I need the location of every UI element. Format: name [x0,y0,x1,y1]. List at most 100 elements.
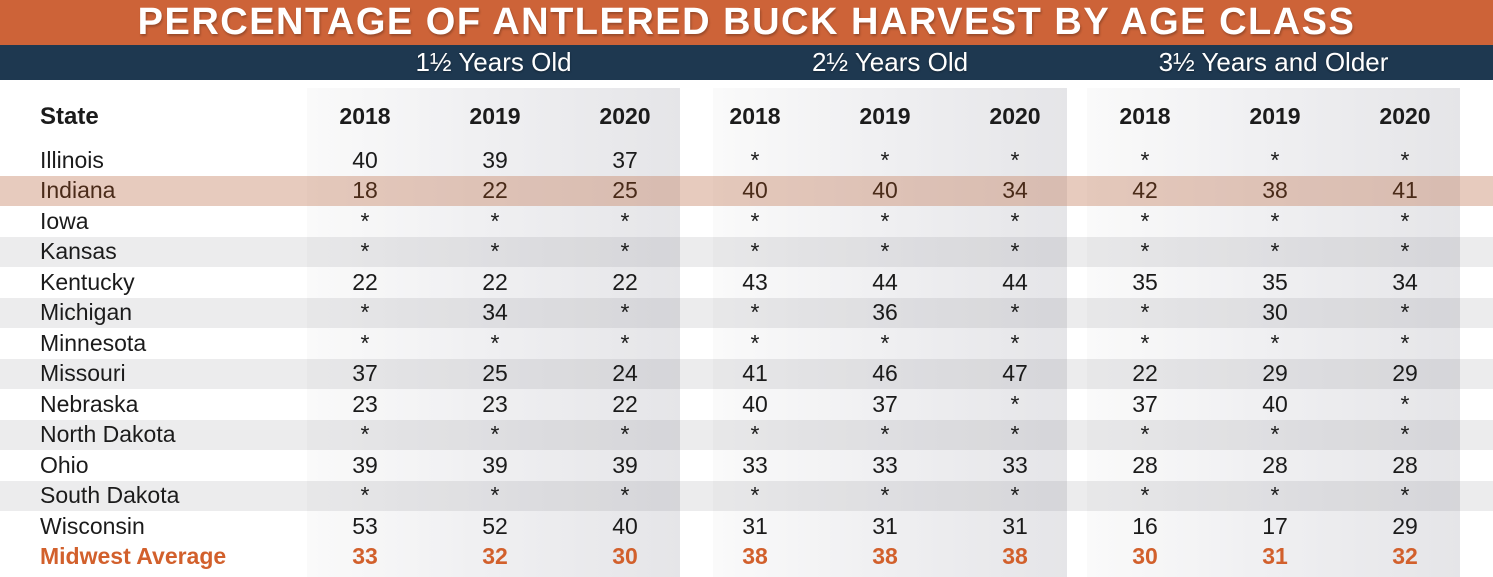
value-cell: 25 [482,360,508,387]
value-cell: * [880,238,890,265]
value-cell: 40 [352,146,378,173]
year-header-cell: 2020 [599,103,651,129]
age-group-label-2: 2½ Years Old [811,47,969,77]
value-cell: * [360,482,370,509]
page-title: PERCENTAGE OF ANTLERED BUCK HARVEST BY A… [137,1,1356,43]
value-cell: 16 [1132,512,1158,539]
value-cell: 37 [872,390,898,417]
value-cell: 38 [1262,177,1288,204]
state-cell: Michigan [40,299,133,326]
state-cell: Illinois [40,146,104,173]
value-cell: 46 [872,360,898,387]
value-cell: 39 [482,451,508,478]
table-row: Kentucky 22 22 22 43 44 44 35 35 34 [0,267,1493,298]
value-cell: 29 [1392,360,1418,387]
value-cell: 22 [612,268,638,295]
value-cell: * [360,238,370,265]
value-cell: * [1140,207,1150,234]
value-cell: * [1140,421,1150,448]
value-cell: 29 [1262,360,1288,387]
table-row: Michigan * 34 * * 36 * * 30 * [0,297,1493,328]
value-cell: 23 [482,390,508,417]
value-cell: 29 [1392,512,1418,539]
value-cell: * [1400,238,1410,265]
year-header-cell: 2019 [1249,103,1301,129]
value-cell: * [880,421,890,448]
value-cell: 38 [1002,543,1028,570]
state-cell: Nebraska [40,390,139,417]
value-cell: 37 [1132,390,1158,417]
value-cell: * [1400,421,1410,448]
value-cell: * [490,207,500,234]
value-cell: * [490,329,500,356]
value-cell: * [1010,329,1020,356]
value-cell: * [1400,207,1410,234]
column-band-3 [1087,88,1460,577]
table-row-highlighted: Indiana 18 22 25 40 40 34 42 38 41 [0,175,1493,206]
value-cell: * [360,207,370,234]
value-cell: * [620,207,630,234]
value-cell: * [1400,482,1410,509]
value-cell: * [620,482,630,509]
state-cell: Iowa [40,207,89,234]
value-cell: 22 [1132,360,1158,387]
value-cell: 33 [352,543,378,570]
value-cell: * [880,146,890,173]
value-cell: * [620,238,630,265]
value-cell: * [1140,238,1150,265]
value-cell: 52 [482,512,508,539]
value-cell: 31 [1002,512,1028,539]
value-cell: * [1140,482,1150,509]
value-cell: 39 [352,451,378,478]
value-cell: 34 [482,299,508,326]
year-header-cell: 2020 [989,103,1041,129]
value-cell: * [1270,238,1280,265]
value-cell: * [750,299,760,326]
value-cell: * [490,482,500,509]
title-bar: PERCENTAGE OF ANTLERED BUCK HARVEST BY A… [0,0,1493,45]
value-cell: 40 [1262,390,1288,417]
value-cell: 35 [1132,268,1158,295]
value-cell: 22 [482,268,508,295]
value-cell: * [1270,421,1280,448]
value-cell: * [880,482,890,509]
value-cell: 44 [872,268,898,295]
value-cell: 33 [1002,451,1028,478]
value-cell: * [490,238,500,265]
table-body: Illinois 40 39 37 * * * * * * Indiana 18 22 25 40 40 34 4… [0,145,1493,572]
value-cell: * [1400,146,1410,173]
value-cell: * [1010,482,1020,509]
value-cell: * [880,207,890,234]
value-cell: * [1400,390,1410,417]
value-cell: * [750,207,760,234]
value-cell: 28 [1392,451,1418,478]
value-cell: 23 [352,390,378,417]
state-cell: Minnesota [40,329,147,356]
value-cell: 31 [1262,543,1288,570]
value-cell: * [1010,390,1020,417]
value-cell: 31 [742,512,768,539]
value-cell: * [1270,482,1280,509]
value-cell: * [490,421,500,448]
value-cell: 22 [482,177,508,204]
value-cell: * [750,238,760,265]
table-row: Illinois 40 39 37 * * * * * * [0,145,1493,176]
value-cell: 53 [352,512,378,539]
table-row: Ohio 39 39 39 33 33 33 28 28 28 [0,450,1493,481]
value-cell: * [1140,146,1150,173]
age-group-label-3: 3½ Years and Older [1158,47,1389,77]
table-row: North Dakota * * * * * * * * * [0,419,1493,450]
value-cell: * [750,482,760,509]
age-class-header-bar: 1½ Years Old 2½ Years Old 3½ Years and O… [0,45,1493,80]
value-cell: * [750,146,760,173]
value-cell: * [1010,421,1020,448]
state-cell: Missouri [40,360,126,387]
table-row: Minnesota * * * * * * * * * [0,328,1493,359]
value-cell: 18 [352,177,378,204]
value-cell: 17 [1262,512,1288,539]
value-cell: * [1010,299,1020,326]
value-cell: 31 [872,512,898,539]
table-row: Wisconsin 53 52 40 31 31 31 16 17 29 [0,511,1493,542]
state-cell: Kentucky [40,268,135,295]
value-cell: * [1270,329,1280,356]
